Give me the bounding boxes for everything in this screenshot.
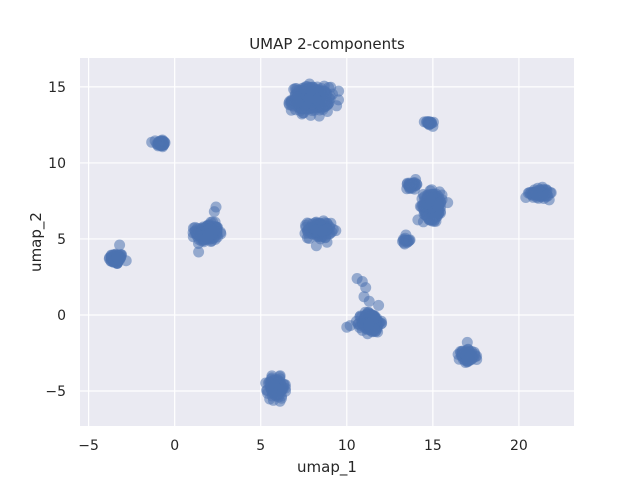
cluster-point: [333, 94, 344, 106]
data-point: [208, 206, 220, 218]
cluster-point: [301, 232, 313, 244]
y-axis-label: umap_2: [27, 212, 46, 272]
data-point: [114, 239, 126, 251]
cluster-point: [303, 93, 315, 104]
x-axis-label: umap_1: [297, 458, 357, 477]
x-tick-label: 5: [256, 438, 265, 454]
x-tick-label: 15: [424, 438, 442, 454]
cluster-point: [193, 246, 205, 258]
cluster-point: [305, 84, 317, 96]
cluster-point: [187, 227, 199, 239]
cluster-point: [398, 237, 410, 249]
x-tick-label: −5: [78, 438, 99, 454]
y-tick-labels: −5 0 5 10 15: [45, 80, 66, 400]
y-tick-label: 5: [57, 232, 66, 248]
cluster-point: [541, 189, 553, 201]
cluster-point: [412, 214, 424, 226]
data-point: [454, 346, 466, 357]
cluster-point: [404, 182, 416, 194]
y-tick-label: 15: [48, 80, 66, 96]
data-point: [344, 320, 356, 332]
cluster-point: [316, 225, 328, 237]
x-tick-label: 10: [338, 438, 356, 454]
y-tick-label: 10: [48, 156, 66, 172]
data-point: [418, 116, 430, 128]
data-point: [461, 336, 473, 348]
cluster-point: [424, 192, 436, 204]
x-tick-label: 20: [510, 438, 528, 454]
cluster-point: [533, 192, 545, 204]
cluster-point: [363, 318, 375, 330]
cluster-point: [525, 186, 537, 198]
cluster-point: [264, 378, 276, 390]
chart-title: UMAP 2-components: [249, 35, 405, 53]
data-point: [360, 282, 372, 294]
cluster-point: [318, 95, 330, 107]
cluster-point: [152, 140, 164, 152]
cluster-point: [276, 392, 287, 404]
y-tick-label: 0: [57, 308, 66, 324]
cluster-point: [292, 96, 304, 108]
x-tick-label: 0: [170, 438, 179, 454]
data-point: [363, 295, 375, 307]
scatter-points: [103, 78, 557, 407]
cluster-point: [310, 240, 322, 252]
cluster-point: [333, 85, 345, 97]
cluster-point: [373, 299, 385, 311]
x-tick-labels: −5 0 5 10 15 20: [78, 438, 528, 454]
y-tick-label: −5: [45, 384, 66, 400]
cluster-point: [430, 215, 442, 227]
cluster-point: [202, 231, 214, 243]
cluster-point: [461, 352, 473, 364]
cluster-point: [318, 85, 330, 97]
cluster-point: [362, 306, 374, 318]
cluster-point: [111, 249, 123, 261]
cluster-point: [283, 99, 295, 111]
data-point: [427, 120, 439, 132]
